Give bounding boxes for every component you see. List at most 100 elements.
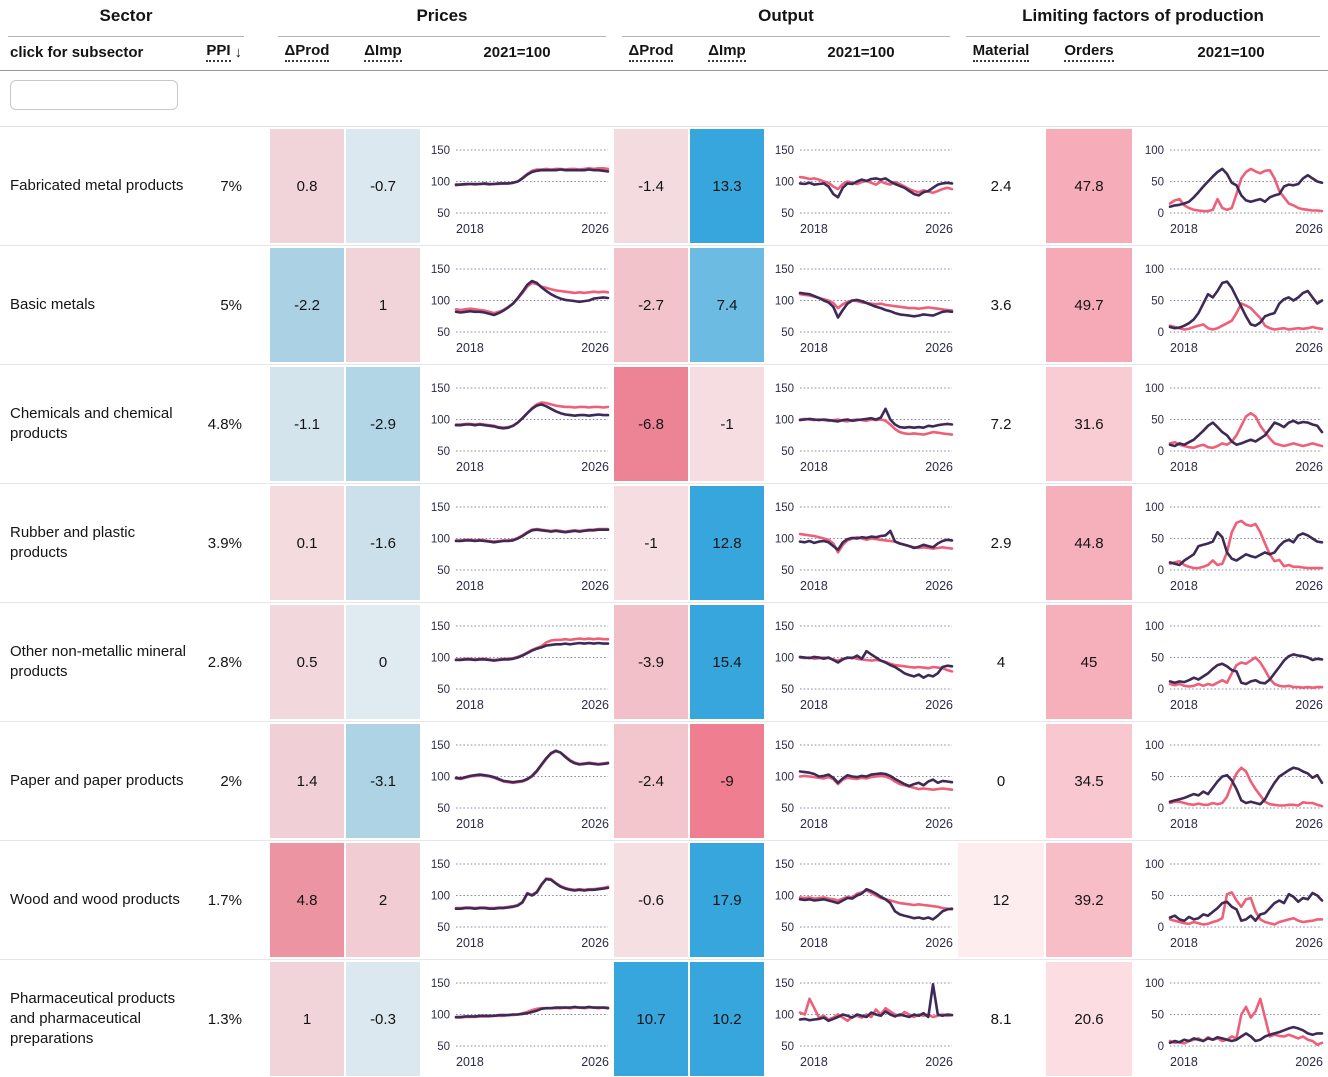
y-tick-label: 50 xyxy=(437,922,450,934)
column-header-prices-dimp[interactable]: ΔImp xyxy=(346,34,420,70)
limiting-sparkline: 100 50 0 2018 2026 xyxy=(1145,978,1324,1069)
sector-name[interactable]: Paper and paper products xyxy=(10,772,184,790)
material-cell: 2.9 xyxy=(958,486,1044,600)
column-header-output-index: 2021=100 xyxy=(827,43,895,61)
prices-dprod-label[interactable]: ΔProd xyxy=(284,42,330,62)
x-axis-start-label: 2018 xyxy=(1170,698,1198,712)
y-tick-label: 100 xyxy=(1145,502,1164,514)
x-axis-end-label: 2026 xyxy=(925,1055,953,1069)
y-tick-label: 0 xyxy=(1158,208,1164,220)
x-axis-start-label: 2018 xyxy=(456,579,484,593)
orders-cell: 49.7 xyxy=(1046,248,1132,362)
limiting-sparkline: 100 50 0 2018 2026 xyxy=(1145,859,1324,950)
x-axis-start-label: 2018 xyxy=(1170,341,1198,355)
y-tick-label: 0 xyxy=(1158,446,1164,458)
x-axis-start-label: 2018 xyxy=(800,936,828,950)
column-header-output-dimp[interactable]: ΔImp xyxy=(690,34,764,70)
y-tick-label: 150 xyxy=(431,502,450,514)
orders-cell: 20.6 xyxy=(1046,962,1132,1076)
output-dimp-label[interactable]: ΔImp xyxy=(708,42,746,62)
y-tick-label: 100 xyxy=(431,177,450,189)
y-tick-label: 100 xyxy=(431,891,450,903)
y-tick-label: 50 xyxy=(1151,534,1164,546)
x-axis-start-label: 2018 xyxy=(456,936,484,950)
orders-cell: 39.2 xyxy=(1046,843,1132,957)
y-tick-label: 50 xyxy=(437,208,450,220)
limiting-sparkline-container: 100 50 0 2018 2026 xyxy=(1134,722,1328,840)
table-row: Pharmaceutical products and pharmaceutic… xyxy=(0,960,1328,1077)
y-tick-label: 50 xyxy=(437,684,450,696)
output-dprod-label[interactable]: ΔProd xyxy=(628,42,674,62)
x-axis-end-label: 2026 xyxy=(925,936,953,950)
sector-name[interactable]: Basic metals xyxy=(10,296,96,314)
prices-dprod-cell: 1 xyxy=(270,962,344,1076)
y-tick-label: 100 xyxy=(775,772,794,784)
y-tick-label: 50 xyxy=(1151,891,1164,903)
sector-name[interactable]: Other non-metallic mineral products xyxy=(10,643,186,680)
column-header-ppi[interactable]: PPI ↓ xyxy=(190,34,252,70)
y-tick-label: 50 xyxy=(437,803,450,815)
output-dimp-cell: -9 xyxy=(690,724,764,838)
sector-name[interactable]: Pharmaceutical products and pharmaceutic… xyxy=(10,990,176,1047)
y-tick-label: 50 xyxy=(437,327,450,339)
output-dimp-cell: 17.9 xyxy=(690,843,764,957)
column-header-prices-dprod[interactable]: ΔProd xyxy=(270,34,344,70)
y-tick-label: 150 xyxy=(775,264,794,276)
prices-sparkline: 150 100 50 2018 2026 xyxy=(431,145,610,236)
prices-sparkline: 150 100 50 2018 2026 xyxy=(431,859,610,950)
limiting-sparkline-container: 100 50 0 2018 2026 xyxy=(1134,246,1328,364)
y-tick-label: 50 xyxy=(1151,177,1164,189)
orders-cell: 31.6 xyxy=(1046,367,1132,481)
ppi-sort-label[interactable]: PPI xyxy=(206,42,231,62)
table-row: Other non-metallic mineral products 2.8% 0… xyxy=(0,603,1328,722)
sector-name[interactable]: Fabricated metal products xyxy=(10,177,184,195)
y-tick-label: 50 xyxy=(437,446,450,458)
output-dprod-cell: -3.9 xyxy=(614,605,688,719)
sector-name[interactable]: Wood and wood products xyxy=(10,891,180,909)
output-dimp-cell: 13.3 xyxy=(690,129,764,243)
sector-filter-input[interactable] xyxy=(10,80,178,110)
group-header-output: Output xyxy=(614,0,958,37)
prices-dimp-label[interactable]: ΔImp xyxy=(364,42,402,62)
column-header-output-dprod[interactable]: ΔProd xyxy=(614,34,688,70)
column-header-orders[interactable]: Orders xyxy=(1046,34,1132,70)
sector-name[interactable]: Chemicals and chemical products xyxy=(10,405,173,442)
orders-label[interactable]: Orders xyxy=(1064,42,1114,62)
ppi-value: 4.8% xyxy=(207,415,242,433)
material-label[interactable]: Material xyxy=(972,42,1030,62)
x-axis-end-label: 2026 xyxy=(581,341,609,355)
output-sparkline-container: 150 100 50 2018 2026 xyxy=(764,365,958,483)
y-tick-label: 100 xyxy=(1145,978,1164,990)
prices-dprod-cell: 0.5 xyxy=(270,605,344,719)
orders-cell: 47.8 xyxy=(1046,129,1132,243)
ppi-value: 1.3% xyxy=(207,1010,242,1028)
prices-dimp-cell: 0 xyxy=(346,605,420,719)
y-tick-label: 100 xyxy=(431,534,450,546)
output-dimp-cell: 12.8 xyxy=(690,486,764,600)
orders-cell: 44.8 xyxy=(1046,486,1132,600)
y-tick-label: 150 xyxy=(775,502,794,514)
prices-dimp-cell: -2.9 xyxy=(346,367,420,481)
limiting-sparkline-container: 100 50 0 2018 2026 xyxy=(1134,841,1328,959)
group-header-sector: Sector xyxy=(0,0,252,37)
y-tick-label: 0 xyxy=(1158,327,1164,339)
x-axis-start-label: 2018 xyxy=(456,341,484,355)
y-tick-label: 50 xyxy=(781,446,794,458)
y-tick-label: 50 xyxy=(781,803,794,815)
column-header-material[interactable]: Material xyxy=(958,34,1044,70)
x-axis-end-label: 2026 xyxy=(1295,817,1323,831)
x-axis-end-label: 2026 xyxy=(581,698,609,712)
prices-dimp-cell: 1 xyxy=(346,248,420,362)
y-tick-label: 50 xyxy=(781,1041,794,1053)
material-cell: 8.1 xyxy=(958,962,1044,1076)
x-axis-end-label: 2026 xyxy=(1295,579,1323,593)
output-sparkline-container: 150 100 50 2018 2026 xyxy=(764,960,958,1077)
y-tick-label: 100 xyxy=(431,653,450,665)
y-tick-label: 150 xyxy=(775,145,794,157)
y-tick-label: 150 xyxy=(775,621,794,633)
y-tick-label: 100 xyxy=(1145,621,1164,633)
prices-sparkline: 150 100 50 2018 2026 xyxy=(431,740,610,831)
sector-name[interactable]: Rubber and plastic products xyxy=(10,524,136,561)
y-tick-label: 100 xyxy=(431,296,450,308)
ppi-value: 5% xyxy=(220,296,242,314)
